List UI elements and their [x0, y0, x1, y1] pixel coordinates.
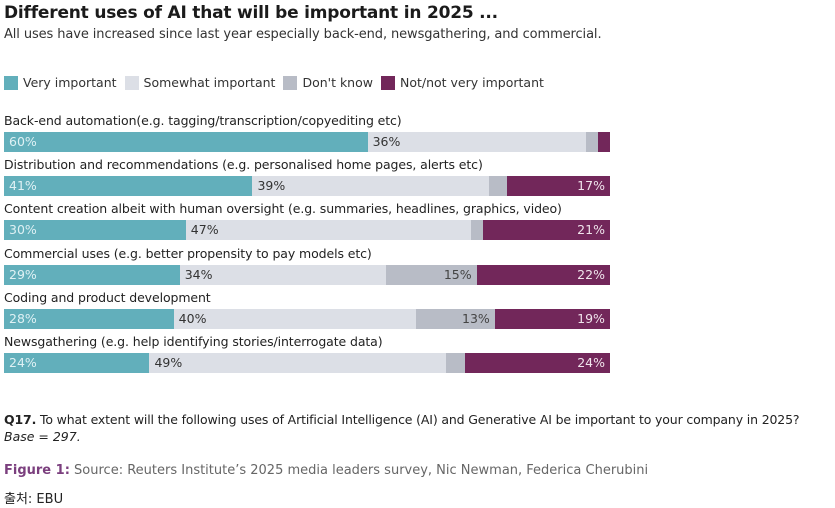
bar-segment-don-t-know: 15%: [385, 264, 477, 285]
legend-swatch: [380, 75, 395, 90]
category-label: Commercial uses (e.g. better propensity …: [4, 245, 372, 261]
legend-swatch: [4, 75, 18, 90]
figure-caption: Figure 1: Source: Reuters Institute’s 20…: [4, 463, 648, 478]
bar-segment-not-not-very-important: [597, 132, 610, 152]
bar-segment-somewhat-important: 49%: [149, 353, 447, 373]
legend-label: Don't know: [302, 75, 373, 90]
bar-segment-don-t-know: [585, 132, 598, 152]
legend-item-not-not-very-important: Not/not very important: [380, 75, 544, 90]
data-label: 60%: [9, 134, 37, 149]
chart-subtitle: All uses have increased since last year …: [4, 27, 602, 42]
bar-segment-not-not-very-important: 19%: [494, 308, 610, 329]
bar-row: 29% 34% 15% 22%: [4, 264, 610, 285]
category-label: Content creation albeit with human overs…: [4, 201, 562, 217]
bar-segment-not-not-very-important: 17%: [506, 176, 610, 197]
bar-row: 24% 49% 24%: [4, 353, 610, 373]
question-text: To what extent will the following uses o…: [40, 412, 800, 427]
data-label: 22%: [577, 266, 605, 282]
category-label: Distribution and recommendations (e.g. p…: [4, 157, 483, 173]
figure-source-text: Source: Reuters Institute’s 2025 media l…: [74, 463, 649, 478]
bar-segment-don-t-know: [470, 220, 483, 241]
bar-segment-don-t-know: 13%: [416, 308, 495, 329]
bar-segment-not-not-very-important: 24%: [464, 353, 610, 373]
data-label: 30%: [9, 222, 37, 238]
data-label: 36%: [372, 134, 401, 149]
data-label: 21%: [577, 222, 605, 238]
data-label: 19%: [577, 310, 605, 326]
data-label: 28%: [9, 310, 37, 326]
bar-segment-very-important: 60%: [4, 132, 368, 152]
legend-label: Not/not very important: [399, 75, 544, 90]
legend-swatch: [283, 75, 298, 90]
stacked-bar-chart: Back-end automation(e.g. tagging/transcr…: [4, 113, 610, 373]
bar-segment-don-t-know: [488, 176, 507, 197]
data-label: 13%: [462, 310, 490, 326]
data-label: 24%: [577, 355, 605, 370]
bar-segment-somewhat-important: 34%: [179, 264, 386, 285]
data-label: 29%: [9, 266, 37, 282]
bar-row: 30% 47% 21%: [4, 220, 610, 241]
data-label: 40%: [178, 310, 207, 326]
bar-segment-very-important: 30%: [4, 220, 186, 241]
legend-item-very-important: Very important: [4, 75, 117, 90]
data-label: 15%: [443, 266, 472, 282]
category-label: Coding and product development: [4, 289, 211, 305]
bar-segment-very-important: 29%: [4, 264, 180, 285]
figure-label: Figure 1:: [4, 463, 70, 478]
source-credit: 출처: EBU: [4, 492, 64, 507]
bar-segment-very-important: 41%: [4, 176, 253, 197]
bar-segment-somewhat-important: 47%: [185, 220, 471, 241]
chart-legend: Very important Somewhat important Don't kn…: [4, 75, 552, 90]
legend-item-don-t-know: Don't know: [283, 75, 373, 90]
sample-base: Base = 297.: [4, 429, 81, 444]
bar-segment-somewhat-important: 40%: [173, 308, 417, 329]
chart-title: Different uses of AI that will be import…: [4, 3, 498, 23]
bar-segment-not-not-very-important: 21%: [482, 220, 610, 241]
legend-label: Very important: [23, 75, 117, 90]
legend-item-somewhat-important: Somewhat important: [124, 75, 276, 90]
data-label: 17%: [577, 178, 605, 194]
data-label: 49%: [154, 355, 183, 370]
bar-row: 28% 40% 13% 19%: [4, 308, 610, 329]
bar-segment-somewhat-important: 36%: [367, 132, 586, 152]
data-label: 24%: [9, 355, 37, 370]
data-label: 34%: [184, 266, 213, 282]
data-label: 47%: [190, 222, 219, 238]
data-label: 41%: [9, 178, 37, 194]
bar-row: 41% 39% 17%: [4, 176, 610, 197]
data-label: 39%: [257, 178, 286, 194]
legend-swatch: [124, 75, 139, 90]
survey-question: Q17. To what extent will the following u…: [4, 412, 800, 427]
bar-segment-very-important: 24%: [4, 353, 150, 373]
category-label: Newsgathering (e.g. help identifying sto…: [4, 334, 383, 349]
bar-segment-not-not-very-important: 22%: [476, 264, 610, 285]
category-label: Back-end automation(e.g. tagging/transcr…: [4, 113, 402, 128]
bar-segment-don-t-know: [446, 353, 465, 373]
question-id: Q17.: [4, 412, 37, 427]
bar-segment-somewhat-important: 39%: [252, 176, 489, 197]
bar-segment-very-important: 28%: [4, 308, 174, 329]
bar-row: 60% 36%: [4, 132, 610, 152]
legend-label: Somewhat important: [143, 75, 276, 90]
